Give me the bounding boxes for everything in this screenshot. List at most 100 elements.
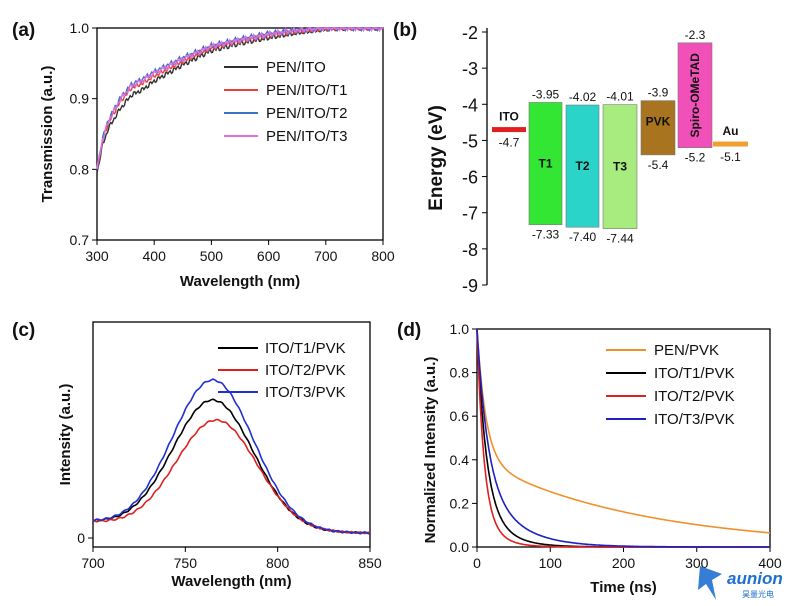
x-axis-title: Time (ns) (590, 579, 656, 596)
panel-label-c: (c) (12, 320, 35, 341)
y-tick-label: 0.6 (450, 408, 470, 424)
level-line-ito (492, 127, 526, 133)
plot-frame (476, 328, 771, 548)
logo-subtitle: 昊量光电 (742, 589, 774, 599)
y-axis-title: Normalized Intensity (a.u.) (422, 357, 439, 544)
legend-label: PEN/PVK (654, 342, 719, 359)
level-top-value: -4.01 (606, 90, 634, 104)
legend-label: ITO/T3/PVK (654, 411, 735, 428)
energy-block-spiro-ometad (677, 42, 713, 148)
x-tick-label: 600 (257, 248, 281, 264)
energy-block-pvk (640, 100, 676, 156)
series-line-ito-t2-pvk (92, 418, 370, 535)
x-tick-label: 200 (612, 555, 636, 571)
legend-label: PEN/ITO/T1 (266, 82, 347, 99)
y-axis-title: Energy (eV) (426, 105, 447, 211)
x-tick-label: 800 (371, 248, 395, 264)
x-tick-label: 0 (473, 555, 481, 571)
y-tick-label: -8 (462, 240, 478, 260)
y-axis-title: Intensity (a.u.) (57, 384, 74, 486)
y-tick-label: 0.0 (450, 539, 470, 555)
x-tick-label: 500 (200, 248, 224, 264)
level-name: Au (723, 124, 739, 138)
x-tick-label: 700 (314, 248, 338, 264)
level-top-value: -2.3 (685, 28, 706, 42)
legend-label: PEN/ITO (266, 59, 326, 76)
series-line-pen-pvk (476, 328, 770, 534)
logo-brand: aunion (727, 569, 783, 588)
panel-label-d: (d) (397, 320, 421, 341)
level-value: -4.7 (499, 136, 520, 150)
legend-label: PEN/ITO/T2 (266, 105, 347, 122)
x-tick-label: 700 (81, 555, 105, 571)
energy-block-t1 (528, 102, 563, 225)
panel-label-a: (a) (12, 20, 35, 41)
level-line-au (713, 141, 748, 147)
y-tick-label: -6 (462, 168, 478, 188)
level-name: ITO (499, 110, 519, 124)
y-tick-label: 0.4 (450, 452, 470, 468)
x-tick-label: 400 (758, 555, 782, 571)
block-name: T1 (538, 157, 552, 171)
panel-c-pl-chart: (c) 700 750 800 850 0 Wavelength (nm) Intensity… (12, 320, 382, 590)
y-tick-label: 0.2 (450, 495, 470, 511)
plot-frame (96, 27, 384, 241)
series-line-ito-t1-pvk (92, 398, 371, 535)
x-tick-label: 400 (143, 248, 167, 264)
x-tick-label: 800 (266, 555, 290, 571)
panel-label-b: (b) (393, 20, 417, 41)
block-name: T3 (613, 160, 627, 174)
energy-block-t2 (565, 104, 600, 228)
level-top-value: -3.9 (648, 86, 669, 100)
y-tick-label: -7 (462, 204, 478, 224)
legend-label: ITO/T1/PVK (265, 340, 346, 357)
series-line-ito-t3-pvk (476, 328, 770, 548)
y-tick-label: 1.0 (450, 321, 470, 337)
x-axis-title: Wavelength (nm) (180, 273, 300, 290)
legend-label: ITO/T2/PVK (265, 362, 346, 379)
legend-label: ITO/T1/PVK (654, 365, 735, 382)
aunion-mark-icon (698, 566, 722, 600)
level-bottom-value: -7.40 (569, 230, 597, 244)
level-bottom-value: -7.44 (606, 232, 634, 246)
block-name: Spiro-OMeTAD (688, 53, 702, 138)
y-tick-label: -9 (462, 276, 478, 296)
y-tick-label: -5 (462, 131, 478, 151)
panel-b-energy-diagram: (b) -2 -3 -4 -5 -6 -7 -8 -9 Energy (eV) ITO -4.7 -3.… (393, 20, 748, 296)
series-line-ito-t3-pvk (92, 378, 371, 535)
block-name: PVK (646, 115, 671, 129)
level-bottom-value: -5.4 (648, 158, 669, 172)
x-tick-label: 300 (85, 248, 109, 264)
legend-label: ITO/T2/PVK (654, 388, 735, 405)
y-tick-label: 0.8 (70, 161, 90, 177)
panel-a-transmission-chart: (a) 300 400 500 600 700 800 0.7 0.8 0.9 1.0 Wavelen… (12, 20, 395, 290)
series-line-ito-t1-pvk (476, 328, 770, 548)
level-top-value: -3.95 (532, 87, 560, 101)
y-tick-label: -2 (462, 23, 478, 43)
level-top-value: -4.02 (569, 90, 597, 104)
y-tick-label: 0.7 (70, 232, 90, 248)
level-bottom-value: -7.33 (532, 228, 560, 242)
y-tick-label: 0.9 (70, 91, 90, 107)
y-tick-label: 1.0 (70, 20, 90, 36)
legend-label: ITO/T3/PVK (265, 384, 346, 401)
y-tick-label: -3 (462, 59, 478, 79)
series-line-pen-ito-t3 (96, 26, 383, 170)
series-line-ito-t2-pvk (476, 328, 770, 548)
y-tick-label: 0.8 (450, 365, 470, 381)
legend-label: PEN/ITO/T3 (266, 128, 347, 145)
block-name: T2 (575, 159, 589, 173)
y-axis-title: Transmission (a.u.) (39, 66, 56, 203)
level-bottom-value: -5.2 (685, 151, 706, 165)
x-axis-title: Wavelength (nm) (171, 573, 291, 590)
energy-block-t3 (602, 104, 638, 229)
y-tick-label: 0 (77, 530, 85, 546)
level-value: -5.1 (720, 150, 741, 164)
plot-frame (92, 321, 371, 548)
x-tick-label: 750 (174, 555, 198, 571)
x-tick-label: 100 (539, 555, 563, 571)
y-tick-label: -4 (462, 95, 478, 115)
